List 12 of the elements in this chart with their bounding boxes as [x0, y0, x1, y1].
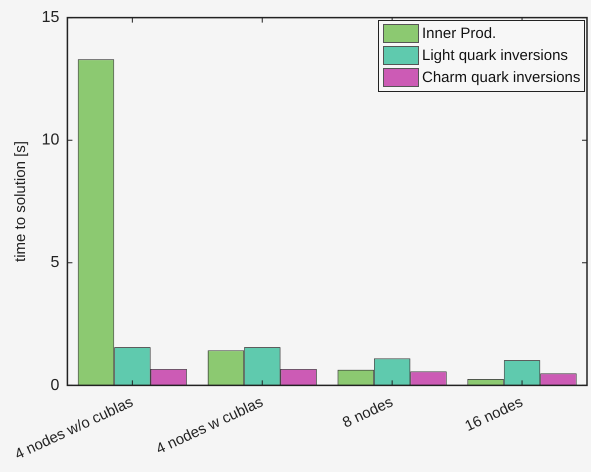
y-tick-label: 0	[50, 376, 60, 394]
x-tick-label: 16 nodes	[462, 394, 526, 436]
y-tick-label: 10	[42, 132, 60, 149]
x-tick-label: 4 nodes w cublas	[153, 394, 266, 458]
y-tick-label: 5	[50, 254, 60, 272]
legend-label: Light quark inversions	[422, 46, 568, 66]
y-axis-title: time to solution [s]	[12, 141, 29, 262]
legend-label: Inner Prod.	[422, 24, 496, 44]
x-tick-label: 8 nodes	[340, 394, 396, 432]
y-tick-label: 15	[42, 9, 60, 26]
x-tick-label: 4 nodes w/o cublas	[12, 394, 136, 464]
legend-label: Charm quark inversions	[422, 68, 580, 88]
